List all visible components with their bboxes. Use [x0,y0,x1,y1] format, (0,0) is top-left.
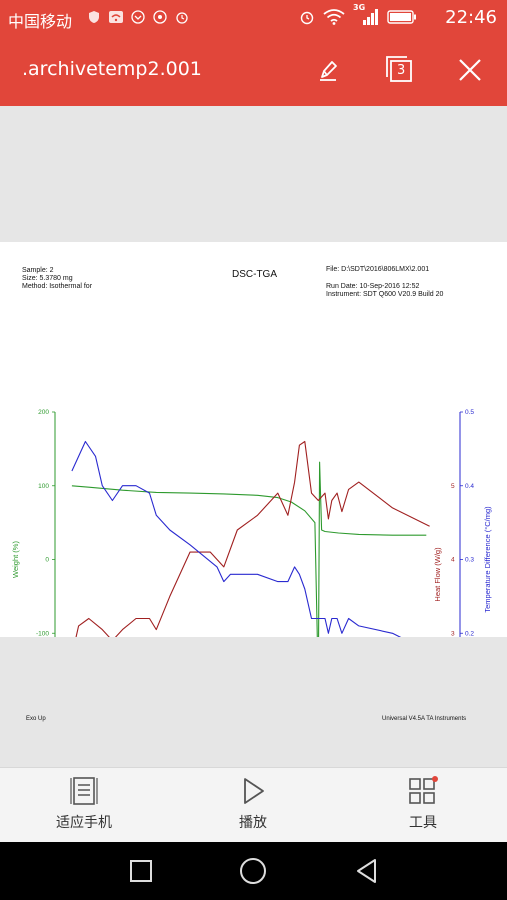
fit-to-phone-button[interactable]: 适应手机 [29,776,139,838]
tempdiff-tick-label: 0.2 [465,630,474,637]
file-info: File: D:\SDT\2016\806LMX\2.001 [326,266,430,273]
tempdiff-series-line [71,440,402,637]
tools-label: 工具 [409,815,437,831]
page-switcher-button[interactable]: 3 [384,54,416,86]
fit-label: 适应手机 [56,815,112,831]
close-icon [459,59,481,81]
method-info: Method: Isothermal for [22,283,93,290]
network-type: 3G [353,3,366,12]
size-info: Size: 5.3780 mg [22,275,73,282]
bottom-toolbar: 适应手机 播放 工具 [0,767,507,843]
heatflow-series-line [75,440,430,637]
status-left-icons [86,9,190,25]
chart-title: DSC-TGA [232,269,277,280]
fit-page-icon [70,777,98,805]
tempdiff-tick-label: 0.5 [465,409,474,416]
exo-up-label: Exo Up [26,716,46,722]
wifi-share-icon [108,9,124,25]
heatflow-tick-label: 5 [451,483,455,490]
tempdiff-tick-label: 0.3 [465,557,474,564]
alarm-icon [299,9,315,25]
instrument-info: Instrument: SDT Q600 V20.9 Build 20 [326,291,444,298]
shield-icon [86,9,102,25]
annotate-button[interactable] [312,54,344,86]
weight-tick-label: -100 [36,630,49,637]
tempdiff-axis-label: Temperature Difference (°C/mg) [483,506,492,613]
home-circle-icon [240,858,266,884]
home-button[interactable] [238,856,268,886]
document-page: Sample: 2 Size: 5.3780 mg Method: Isothe… [0,242,507,722]
weight-tick-label: 200 [38,409,49,416]
dsc-tga-chart: 01002003004005006002001000-100-2000.50.4… [11,409,492,637]
weight-tick-label: 0 [45,557,49,564]
heatflow-tick-label: 4 [451,557,455,564]
close-button[interactable] [454,54,486,86]
status-bar: 中国移动 3G 22:46 [0,0,507,36]
tempdiff-tick-label: 0.4 [465,483,474,490]
battery-icon [387,9,417,25]
heart-icon [130,9,146,25]
page-count: 3 [397,63,406,78]
tools-grid-icon [409,776,438,804]
annotate-icon [320,61,337,81]
heatflow-axis-label: Heat Flow (W/g) [433,547,442,602]
status-right-icons: 3G [299,3,417,25]
play-icon [244,778,264,804]
weight-tick-label: 100 [38,483,49,490]
app-header: .archivetemp2.001 3 [0,36,507,106]
play-button[interactable]: 播放 [198,776,308,838]
document-title: .archivetemp2.001 [22,58,202,80]
sample-info: Sample: 2 [22,267,54,274]
alarm-icon [174,9,190,25]
settings-icon [152,9,168,25]
clock: 22:46 [445,7,497,28]
system-nav-bar [0,842,507,900]
wifi-icon [323,9,345,25]
heatflow-tick-label: 3 [451,630,455,637]
signal-icon: 3G [353,3,379,25]
tools-button[interactable]: 工具 [368,776,478,838]
weight-series-line [71,461,427,637]
play-label: 播放 [239,815,267,831]
document-viewer[interactable]: Sample: 2 Size: 5.3780 mg Method: Isothe… [0,106,507,767]
recents-square-icon [130,860,152,882]
run-date-info: Run Date: 10-Sep-2016 12:52 [326,283,420,290]
recents-button[interactable] [126,856,156,886]
software-label: Universal V4.5A TA Instruments [382,716,467,722]
carrier-name: 中国移动 [8,12,73,31]
back-triangle-icon [357,859,376,883]
pages-icon [386,56,412,82]
weight-axis-label: Weight (%) [11,541,20,578]
back-button[interactable] [352,856,382,886]
